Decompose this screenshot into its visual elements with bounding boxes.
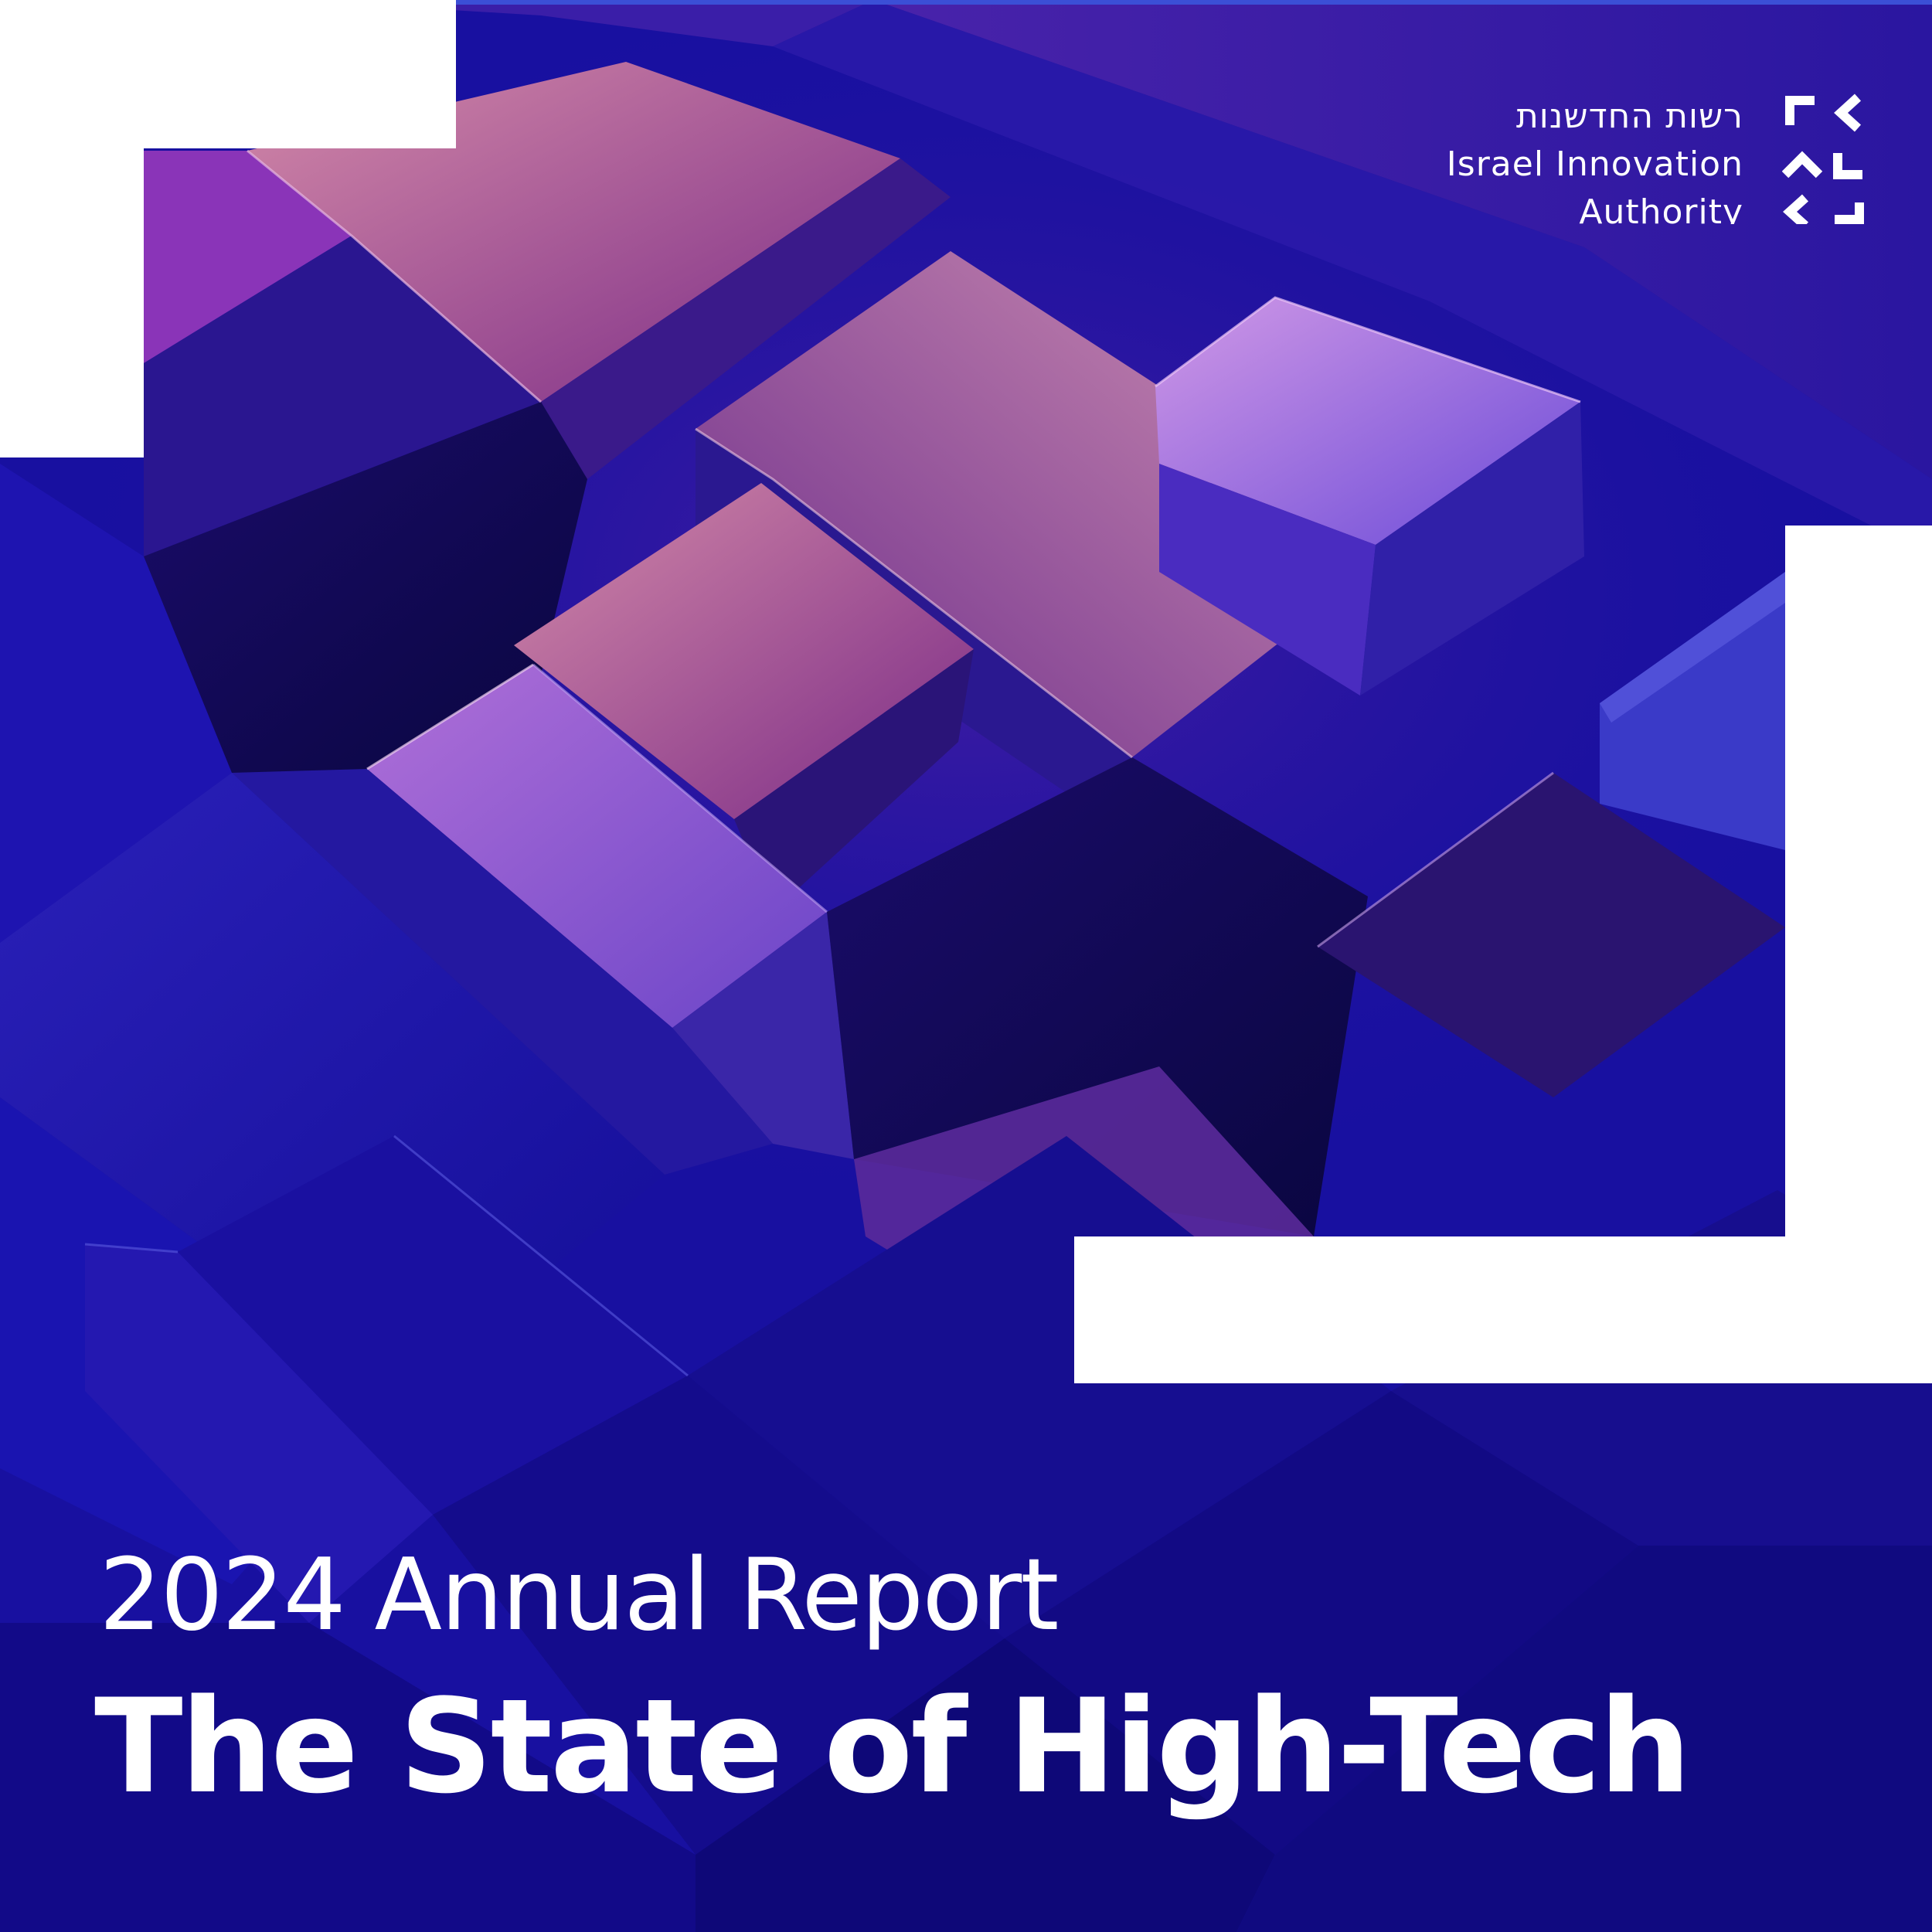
israel-innovation-authority-logo: רשות החדשנות Israel Innovation Authority (1447, 93, 1867, 224)
report-subtitle: 2024 Annual Report (99, 1538, 1059, 1653)
top-accent-line (0, 0, 1932, 5)
logo-english-name-line1: Israel Innovation (1446, 145, 1743, 184)
frame-top-left-post (0, 0, 144, 457)
logo-hebrew-name: רשות החדשנות (1515, 97, 1743, 136)
logo-wordmark: רשות החדשנות Israel Innovation Authority (1447, 93, 1743, 224)
report-title: The State of High-Tech (94, 1671, 1692, 1822)
logo-english-name-line2: Authority (1579, 192, 1743, 224)
frame-bottom-right-bar (1074, 1236, 1932, 1383)
iia-brackets-logo-icon (1782, 94, 1864, 224)
